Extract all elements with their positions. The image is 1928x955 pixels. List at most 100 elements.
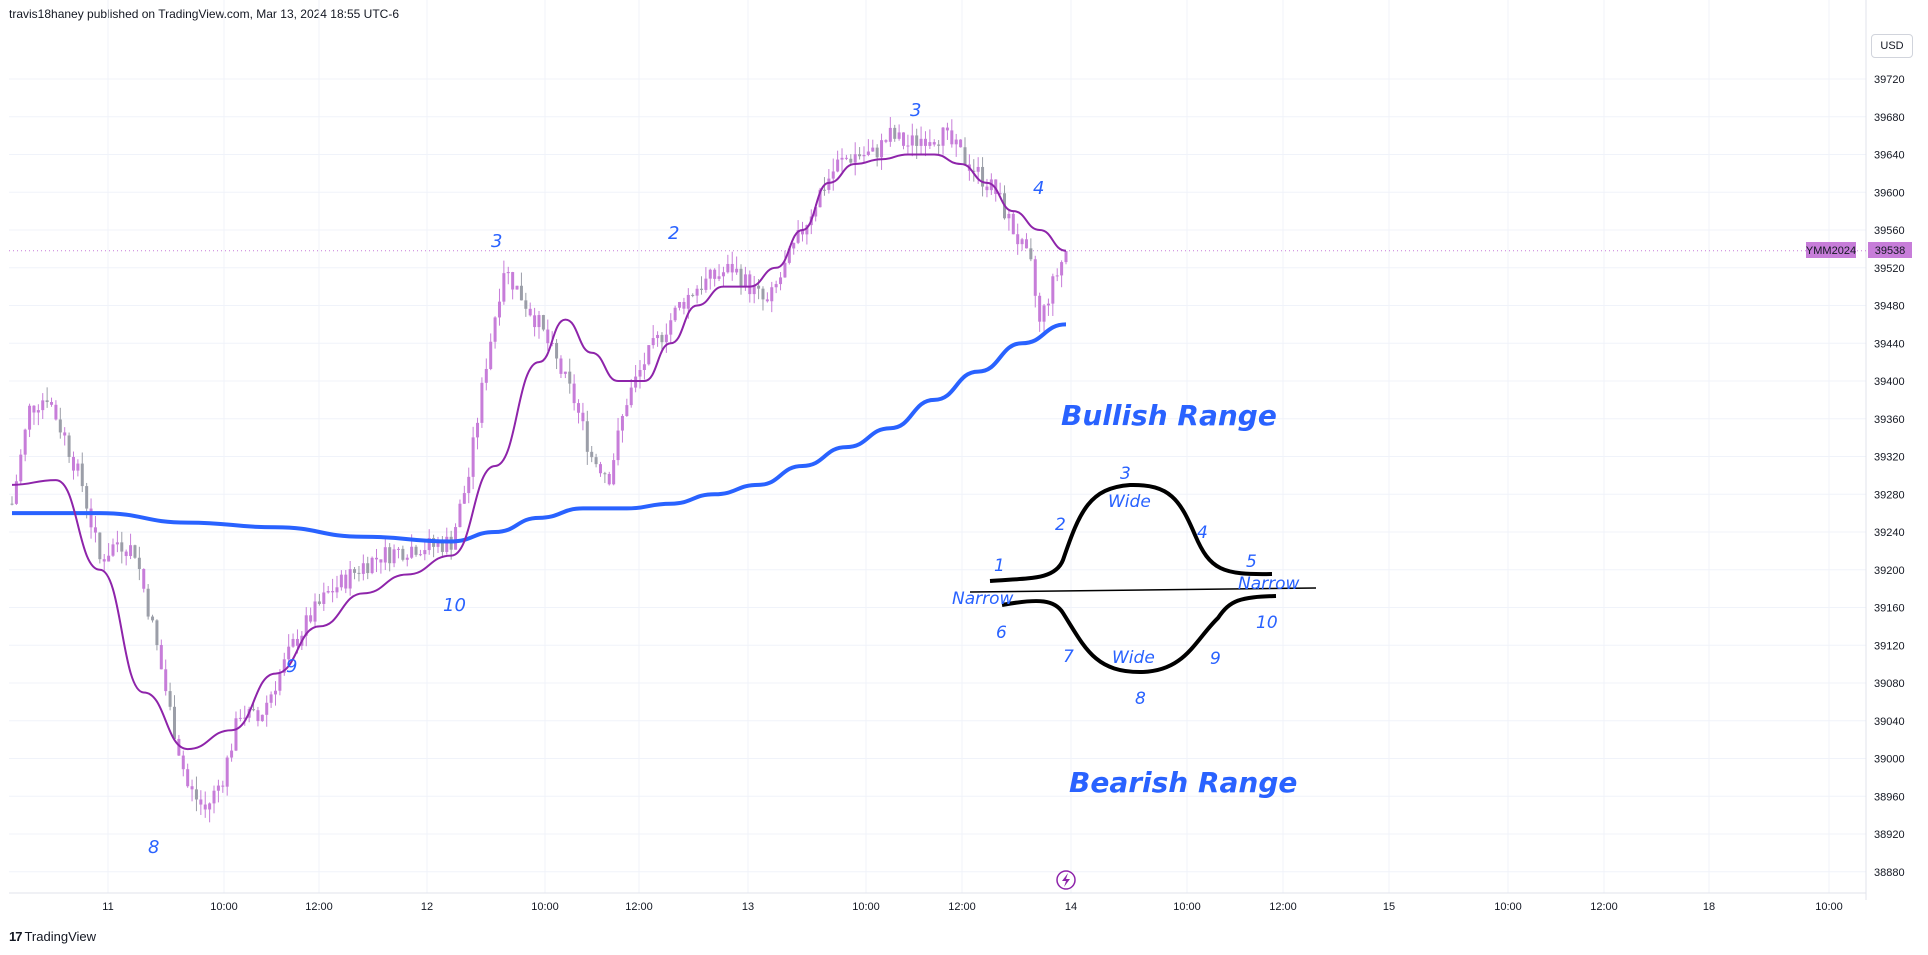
candle-body bbox=[313, 601, 317, 622]
price-tick-label: 39160 bbox=[1874, 603, 1905, 615]
price-tick-label: 39000 bbox=[1874, 754, 1905, 766]
candle-body bbox=[186, 769, 190, 787]
candle-body bbox=[651, 338, 655, 346]
candle-body bbox=[410, 546, 414, 558]
candle-body bbox=[454, 527, 458, 550]
candle-body bbox=[642, 364, 646, 370]
diagram-label: 3 bbox=[1120, 464, 1131, 484]
candle-body bbox=[1007, 213, 1011, 219]
candle-body bbox=[801, 230, 804, 235]
diagram-label: 1 bbox=[994, 556, 1005, 576]
candle-body bbox=[129, 545, 133, 557]
candle-body bbox=[71, 456, 75, 471]
diagram-label: 8 bbox=[1135, 689, 1146, 709]
time-tick-label: 10:00 bbox=[1494, 901, 1522, 913]
candle-body bbox=[1038, 295, 1042, 322]
candle-body bbox=[392, 549, 396, 564]
candle-body bbox=[603, 473, 607, 475]
candle-body bbox=[238, 717, 242, 719]
candle-body bbox=[172, 706, 176, 739]
candle-body bbox=[902, 132, 906, 146]
lightning-icon[interactable] bbox=[1056, 870, 1076, 890]
candle-body bbox=[366, 563, 370, 574]
wave-annotations: 3 2 3 4 10 9 8 bbox=[148, 100, 1044, 858]
candle-body bbox=[14, 481, 18, 504]
candle-body bbox=[787, 248, 791, 263]
bearish-range-title: Bearish Range bbox=[1069, 766, 1297, 799]
candle-body bbox=[822, 189, 826, 191]
candle-body bbox=[225, 757, 229, 787]
candle-body bbox=[120, 542, 124, 552]
candle-body bbox=[331, 591, 335, 593]
price-tick-label: 39480 bbox=[1874, 301, 1905, 313]
candle-body bbox=[515, 285, 519, 290]
diagram-label: 9 bbox=[1210, 649, 1221, 669]
candle-body bbox=[757, 285, 761, 289]
footer-brand-name: TradingView bbox=[24, 929, 97, 944]
candle-body bbox=[524, 300, 528, 309]
candle-body bbox=[317, 601, 321, 604]
footer-brand[interactable]: 17 TradingView bbox=[9, 929, 96, 944]
candle-body bbox=[445, 536, 449, 552]
tradingview-logo-icon: 17 bbox=[9, 929, 23, 944]
candle-body bbox=[858, 154, 862, 157]
wave-label: 4 bbox=[1033, 178, 1044, 199]
candle-body bbox=[335, 587, 339, 593]
candle-body bbox=[945, 127, 949, 131]
candle-body bbox=[792, 242, 796, 249]
time-axis[interactable]: 11 10:00 12:00 12 10:00 12:00 13 10:00 12:00 14 10… bbox=[102, 901, 1842, 913]
price-axis[interactable]: 39720 39680 39640 39600 39560 39520 39480 39440… bbox=[1874, 74, 1905, 879]
candle-body bbox=[915, 135, 919, 146]
candle-body bbox=[19, 454, 23, 482]
time-tick-label: 12:00 bbox=[305, 901, 333, 913]
candle-body bbox=[840, 157, 844, 160]
candle-body bbox=[884, 140, 888, 142]
candle-body bbox=[278, 672, 282, 691]
candle-body bbox=[708, 269, 712, 279]
candle-body bbox=[752, 285, 756, 295]
candle-body bbox=[581, 412, 585, 422]
diagram-label: Wide bbox=[1108, 492, 1151, 512]
candle-body bbox=[168, 691, 172, 707]
candle-body bbox=[893, 127, 897, 139]
candle-body bbox=[577, 403, 581, 413]
candle-body bbox=[761, 288, 765, 300]
candle-body bbox=[1016, 234, 1020, 245]
candle-body bbox=[888, 127, 892, 142]
candle-body bbox=[344, 574, 348, 589]
candle-body bbox=[625, 405, 629, 416]
candle-body bbox=[230, 750, 234, 758]
candle-body bbox=[181, 755, 185, 770]
candle-body bbox=[50, 401, 54, 405]
candle-body bbox=[199, 799, 203, 805]
candle-body bbox=[295, 638, 299, 646]
candle-body bbox=[282, 659, 286, 673]
time-tick-label: 12:00 bbox=[1269, 901, 1297, 913]
candle-body bbox=[493, 317, 497, 342]
candle-body bbox=[480, 382, 484, 423]
candle-body bbox=[730, 263, 734, 273]
price-tick-label: 39120 bbox=[1874, 640, 1905, 652]
candle-body bbox=[58, 419, 62, 433]
candle-body bbox=[634, 376, 638, 388]
candle-body bbox=[853, 154, 857, 163]
candle-body bbox=[976, 166, 980, 172]
candle-body bbox=[353, 569, 357, 573]
currency-button[interactable]: USD bbox=[1871, 34, 1913, 58]
candle-body bbox=[546, 329, 550, 344]
candle-body bbox=[41, 400, 45, 411]
candle-body bbox=[427, 538, 431, 551]
candle-body bbox=[691, 294, 695, 296]
candle-body bbox=[647, 345, 651, 365]
candle-body bbox=[699, 288, 703, 290]
candle-body bbox=[234, 718, 238, 751]
candle-body bbox=[875, 147, 879, 158]
candle-body bbox=[528, 308, 532, 316]
candle-body bbox=[994, 179, 998, 194]
candle-body bbox=[32, 405, 36, 413]
candle-body bbox=[1011, 213, 1015, 235]
price-tick-label: 39360 bbox=[1874, 414, 1905, 426]
candle-body bbox=[497, 301, 501, 318]
wave-label: 8 bbox=[148, 837, 159, 858]
